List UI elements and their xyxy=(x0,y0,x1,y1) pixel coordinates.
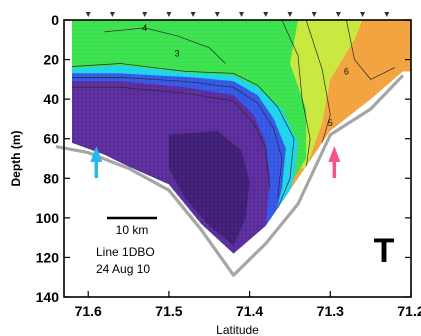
x-tick-label: 71.5 xyxy=(155,303,182,319)
contour-lines: 4 3 6 5 xyxy=(72,20,396,219)
station-marker xyxy=(239,12,245,17)
plot-frame xyxy=(63,19,412,298)
y-tick-label: 60 xyxy=(43,131,59,147)
contour-label: 3 xyxy=(174,49,179,59)
contour-line-6 xyxy=(305,20,331,143)
station-marker xyxy=(190,12,196,17)
x-tick-label: 71.6 xyxy=(75,303,102,319)
x-axis-label: Latitude xyxy=(216,323,259,336)
station-marker xyxy=(360,12,366,17)
x-tick-label: 71.3 xyxy=(317,303,344,319)
y-tick-label: 100 xyxy=(36,210,60,226)
bottom-depth-line xyxy=(55,74,405,277)
station-marker xyxy=(214,12,220,17)
cyan-arrow xyxy=(90,146,103,178)
y-tick-label: 0 xyxy=(51,12,59,28)
annotation-line: 24 Aug 10 xyxy=(96,262,150,276)
station-marker xyxy=(166,12,172,17)
station-marker xyxy=(384,12,390,17)
station-marker xyxy=(263,12,269,17)
station-marker xyxy=(109,12,115,17)
station-marker xyxy=(85,12,91,17)
contour-label: 5 xyxy=(328,118,333,128)
x-tick-label: 71.2 xyxy=(397,303,421,319)
annotations: 10 km Line 1DBO 24 Aug 10 xyxy=(90,146,341,276)
deep-purple-core xyxy=(168,130,250,246)
contour-label: 4 xyxy=(142,23,147,33)
station-marker xyxy=(287,12,293,17)
x-tick-label: 71.4 xyxy=(236,303,263,319)
y-axis-label: Depth (m) xyxy=(9,131,23,187)
station-marker xyxy=(142,12,148,17)
bottom-depth-polyline xyxy=(55,74,405,277)
contour-line-5 xyxy=(281,20,311,169)
station-marker xyxy=(335,12,341,17)
contour-line-4 xyxy=(104,27,226,64)
y-tick-label: 20 xyxy=(43,52,59,68)
variable-label: T xyxy=(374,232,395,270)
y-tick-label: 80 xyxy=(43,170,59,186)
station-marker xyxy=(311,12,317,17)
scale-bar-label: 10 km xyxy=(116,223,149,237)
contour-label: 6 xyxy=(344,66,349,76)
y-tick-label: 120 xyxy=(36,249,60,265)
pink-arrow xyxy=(328,146,341,178)
y-tick-label: 40 xyxy=(43,91,59,107)
contour-line-2 xyxy=(72,77,283,199)
axes: 0 20 40 60 80 100 120 140 71.6 71.5 71.4 71.3 71.2 La… xyxy=(9,12,421,336)
contour-line-7 xyxy=(346,20,396,80)
annotation-line: Line 1DBO xyxy=(96,245,155,259)
y-tick-label: 140 xyxy=(36,289,60,305)
contour-line-1 xyxy=(72,63,295,219)
contour-line-3 xyxy=(72,86,271,189)
